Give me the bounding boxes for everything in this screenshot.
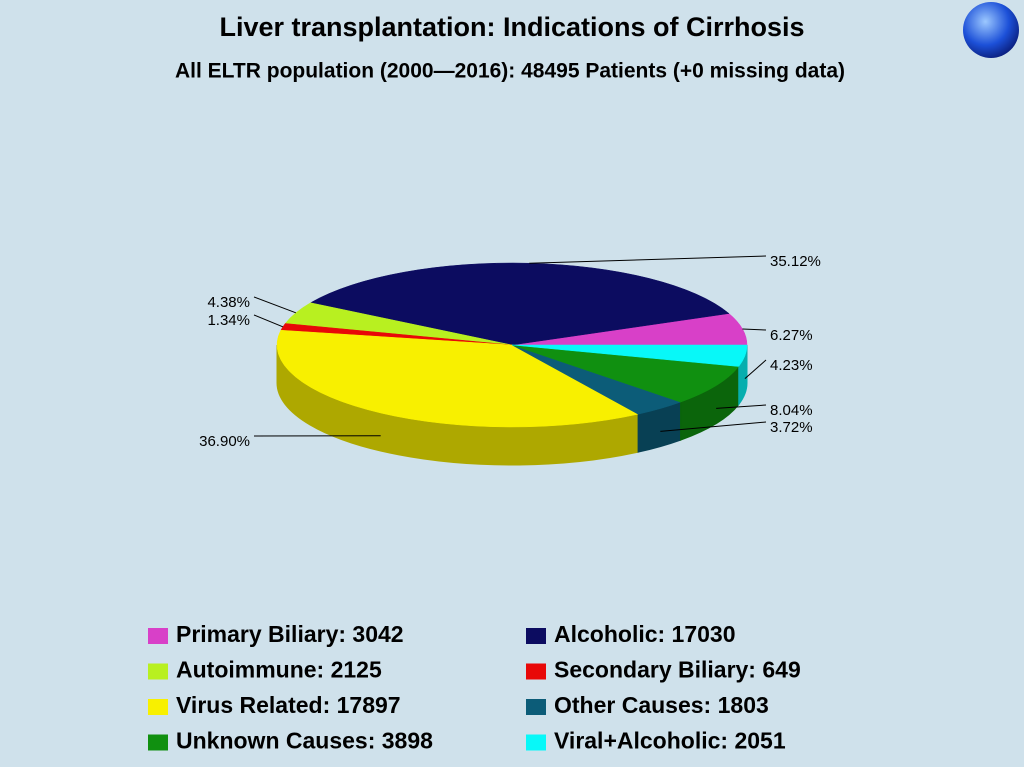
- legend-swatch: [148, 734, 168, 751]
- legend-label: Primary Biliary: 3042: [176, 621, 404, 647]
- leader-line: [716, 404, 767, 409]
- legend-label: Secondary Biliary: 649: [554, 657, 801, 683]
- legend-swatch: [526, 699, 546, 715]
- legend-label: Alcoholic: 17030: [554, 621, 736, 647]
- legend-swatch: [148, 628, 168, 644]
- data-label: 35.12%: [770, 253, 821, 270]
- chart-subtitle: All ELTR population (2000—2016): 48495 P…: [175, 60, 845, 83]
- slice: [276, 329, 639, 428]
- leader-line: [742, 328, 767, 331]
- leader-line: [660, 421, 767, 432]
- legend-swatch: [148, 699, 168, 715]
- legend-label: Viral+Alcoholic: 2051: [554, 728, 786, 754]
- legend-swatch: [526, 663, 546, 680]
- legend-label: Autoimmune: 2125: [176, 657, 382, 683]
- data-label: 4.38%: [207, 294, 250, 311]
- data-label: 36.90%: [199, 433, 250, 450]
- legend-label: Unknown Causes: 3898: [176, 728, 433, 754]
- data-label: 1.34%: [207, 312, 250, 329]
- legend-swatch: [148, 663, 168, 680]
- legend-label: Other Causes: 1803: [554, 692, 769, 718]
- logo: [963, 2, 1019, 58]
- legend-swatch: [526, 734, 546, 751]
- data-label: 3.72%: [770, 419, 813, 436]
- leader-line: [744, 359, 767, 380]
- slice: [511, 344, 740, 403]
- data-label: 6.27%: [770, 327, 813, 344]
- leader-line: [253, 296, 297, 314]
- legend-label: Virus Related: 17897: [176, 692, 401, 718]
- slice: [511, 344, 748, 367]
- data-label: 8.04%: [770, 402, 813, 419]
- data-label: 4.23%: [770, 357, 813, 374]
- chart-title: Liver transplantation: Indications of Ci…: [219, 12, 804, 42]
- leader-line: [253, 314, 284, 328]
- legend-swatch: [526, 628, 546, 644]
- leader-line: [529, 255, 767, 264]
